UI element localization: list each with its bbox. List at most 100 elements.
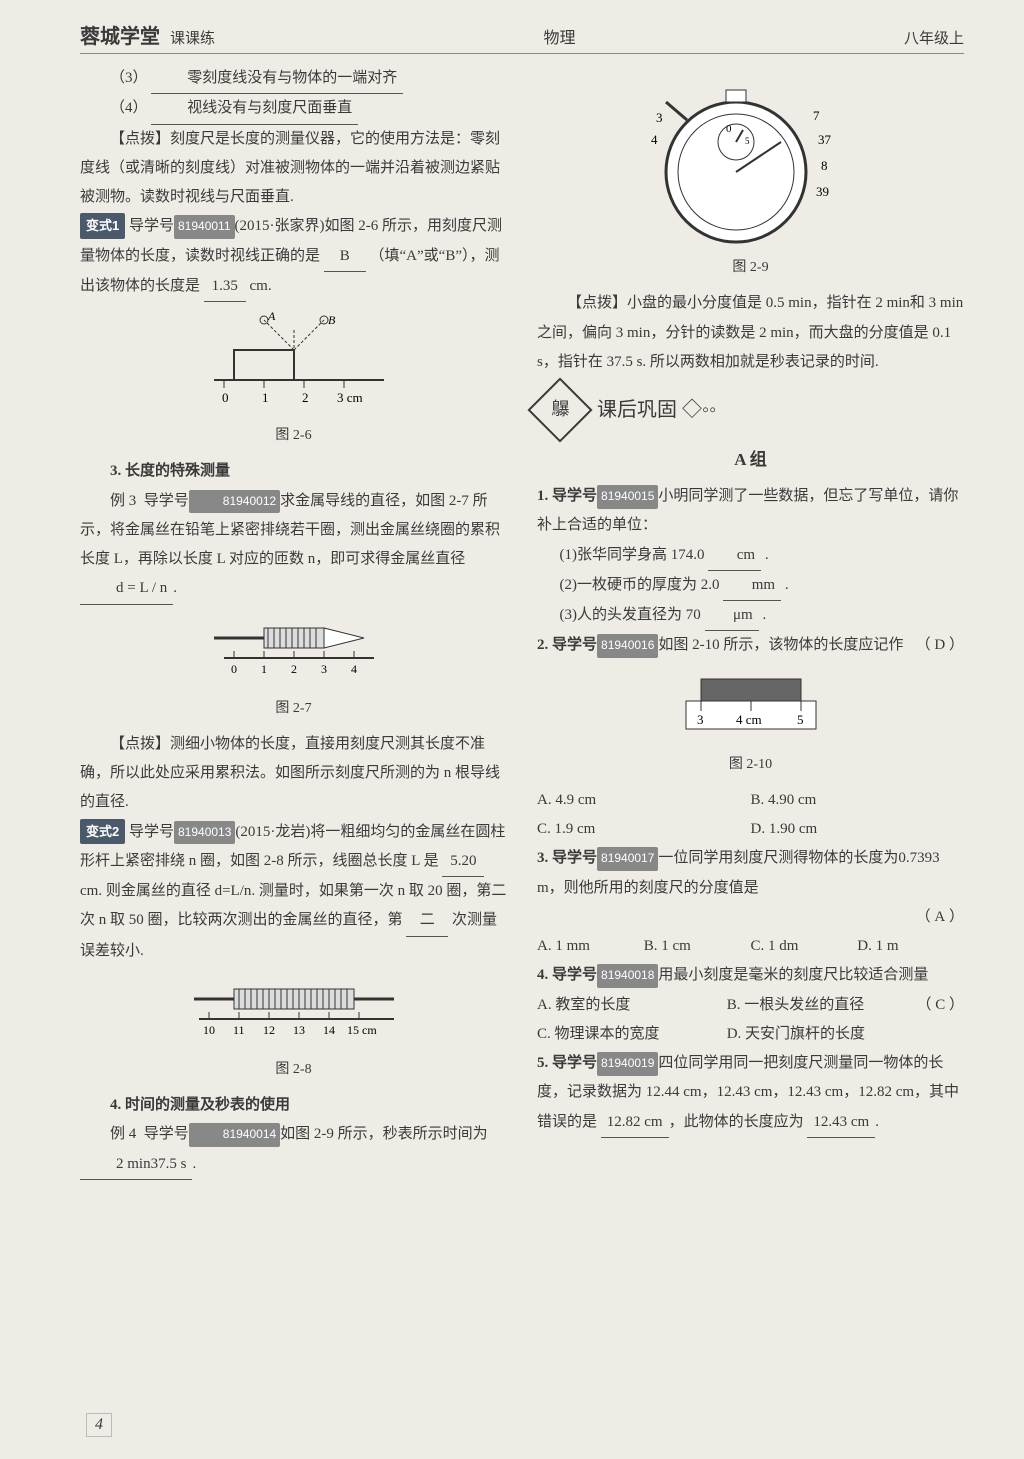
q5-lead: 5. 导学号 [537, 1055, 597, 1071]
q4-code: 81940018 [597, 964, 658, 987]
variant-1-ans2: 1.35 [204, 272, 246, 302]
figure-2-9: 4 3 0 5 7 37 8 39 图 2-9 [537, 72, 964, 281]
svg-text:37: 37 [818, 132, 832, 147]
variant-2-ans1: 5.20 [442, 847, 484, 877]
variant-1-badge: 变式1 [80, 213, 125, 238]
svg-text:13: 13 [293, 1023, 305, 1037]
svg-text:4: 4 [351, 662, 357, 676]
q1-1-answer: cm [708, 541, 761, 571]
dianbo-1: 【点拨】刻度尺是长度的测量仪器，它的使用方法是：零刻度线（或清晰的刻度线）对准被… [80, 125, 507, 213]
figure-2-9-caption: 图 2-9 [537, 254, 964, 281]
example-3-lead: 导学号 [144, 493, 189, 509]
svg-text:1: 1 [262, 390, 269, 405]
item-3-answer: 零刻度线没有与物体的一端对齐 [151, 64, 403, 94]
svg-text:3 cm: 3 cm [337, 390, 363, 405]
question-3: 3. 导学号81940017一位同学用刻度尺测得物体的长度为0.7393 m，则… [537, 844, 964, 932]
figure-2-8-svg: 10 11 12 13 14 15 cm [184, 974, 404, 1054]
q5-ans2: 12.43 cm [807, 1108, 875, 1138]
item-4-label: （4） [110, 100, 148, 116]
q4-opt-d: D. 天安门旗杆的长度 [727, 1020, 917, 1049]
q1-lead: 1. 导学号 [537, 488, 597, 504]
svg-text:10: 10 [203, 1023, 215, 1037]
series-name: 课课练 [170, 27, 215, 48]
variant-2-ans2: 二 [406, 906, 448, 936]
variant-2-lead: 导学号 [129, 824, 174, 840]
q3-answer: A [934, 909, 945, 925]
svg-text:0: 0 [726, 123, 732, 135]
dianbo-3: 【点拨】小盘的最小分度值是 0.5 min，指针在 2 min和 3 min 之… [537, 289, 964, 377]
figure-2-6: 0 1 2 3 cm A B 图 2-6 [80, 310, 507, 449]
figure-2-6-caption: 图 2-6 [80, 422, 507, 449]
q1-2-answer: mm [723, 571, 781, 601]
example-4: 例 4 导学号81940014如图 2-9 所示，秒表所示时间为 2 min37… [80, 1120, 507, 1180]
example-3-code: 81940012 [189, 490, 280, 513]
example-3: 例 3 导学号81940012求金属导线的直径，如图 2-7 所示，将金属丝在铅… [80, 487, 507, 605]
svg-text:0: 0 [231, 662, 237, 676]
example-3-label: 例 3 [110, 493, 136, 509]
q1-3: (3)人的头发直径为 70 [560, 607, 701, 623]
q2-choices: A. 4.9 cm B. 4.90 cm C. 1.9 cm D. 1.90 c… [537, 786, 964, 845]
figure-2-10-caption: 图 2-10 [537, 751, 964, 778]
q4-opt-a: A. 教室的长度 [537, 991, 727, 1020]
q2-text: 如图 2-10 所示，该物体的长度应记作 [658, 637, 903, 653]
variant-2: 变式2 导学号81940013(2015·龙岩)将一粗细均匀的金属丝在圆柱形杆上… [80, 818, 507, 966]
item-3-label: （3） [110, 70, 148, 86]
example-4-lead: 导学号 [144, 1126, 189, 1142]
group-a-heading: A 组 [537, 443, 964, 476]
svg-text:2: 2 [291, 662, 297, 676]
item-4-answer: 视线没有与刻度尺面垂直 [151, 94, 358, 124]
variant-2-badge: 变式2 [80, 819, 125, 844]
page-number: 4 [86, 1413, 112, 1437]
svg-text:1: 1 [261, 662, 267, 676]
q4-opt-c: C. 物理课本的宽度 [537, 1020, 727, 1049]
left-column: （3） 零刻度线没有与物体的一端对齐 （4） 视线没有与刻度尺面垂直 【点拨】刻… [80, 64, 507, 1180]
q2-code: 81940016 [597, 634, 658, 657]
variant-1-ans1: B [324, 242, 366, 272]
example-4-code: 81940014 [189, 1123, 280, 1146]
figure-2-8: 10 11 12 13 14 15 cm 图 2-8 [80, 974, 507, 1083]
section-title: 课后巩固 ◇◦◦ [597, 391, 716, 430]
example-4-text: 如图 2-9 所示，秒表所示时间为 [280, 1126, 488, 1142]
dianbo-2: 【点拨】测细小物体的长度，直接用刻度尺测其长度不准确，所以此处应采用累积法。如图… [80, 730, 507, 818]
svg-text:15 cm: 15 cm [347, 1023, 377, 1037]
example-4-label: 例 4 [110, 1126, 136, 1142]
figure-2-7-caption: 图 2-7 [80, 695, 507, 722]
q1-code: 81940015 [597, 485, 658, 508]
svg-text:4: 4 [651, 132, 658, 147]
variant-2-code: 81940013 [174, 821, 235, 844]
example-4-answer: 2 min37.5 s [80, 1150, 192, 1180]
svg-text:3: 3 [656, 110, 663, 125]
subject: 物理 [215, 24, 904, 48]
q3-code: 81940017 [597, 847, 658, 870]
question-1: 1. 导学号81940015小明同学测了一些数据，但忘了写单位，请你补上合适的单… [537, 482, 964, 631]
question-2: 2. 导学号81940016如图 2-10 所示，该物体的长度应记作 （ D ） [537, 631, 964, 660]
q3-lead: 3. 导学号 [537, 850, 597, 866]
page-header: 蓉城学堂 课课练 物理 八年级上 [80, 20, 964, 54]
q5-text2: ，此物体的长度应为 [669, 1114, 804, 1130]
q4-answer: C [935, 997, 945, 1013]
heading-3: 3. 长度的特殊测量 [80, 457, 507, 486]
q2-opt-c: C. 1.9 cm [537, 815, 751, 844]
item-4: （4） 视线没有与刻度尺面垂直 [80, 94, 507, 124]
item-3: （3） 零刻度线没有与物体的一端对齐 [80, 64, 507, 94]
q3-opt-c: C. 1 dm [751, 932, 858, 961]
q1-2: (2)一枚硬币的厚度为 2.0 [560, 577, 720, 593]
heading-4: 4. 时间的测量及秒表的使用 [80, 1091, 507, 1120]
figure-2-7: 0 1 2 3 4 图 2-7 [80, 613, 507, 722]
svg-text:0: 0 [222, 390, 229, 405]
svg-text:B: B [328, 313, 336, 327]
q2-opt-a: A. 4.9 cm [537, 786, 751, 815]
example-3-answer: d = L / n [80, 574, 173, 604]
variant-1-code: 81940011 [174, 215, 235, 238]
svg-text:11: 11 [233, 1023, 245, 1037]
section-header: 鸔 课后巩固 ◇◦◦ [537, 387, 964, 433]
right-column: 4 3 0 5 7 37 8 39 图 2-9 【点拨】小盘的最小分度值是 0.… [537, 64, 964, 1180]
q1-3-answer: μm [705, 601, 759, 631]
q3-opt-d: D. 1 m [857, 932, 964, 961]
figure-2-8-caption: 图 2-8 [80, 1056, 507, 1083]
svg-text:3: 3 [321, 662, 327, 676]
variant-1-lead: 导学号 [129, 218, 174, 234]
q1-1: (1)张华同学身高 174.0 [560, 547, 705, 563]
svg-text:3: 3 [697, 712, 704, 727]
svg-text:2: 2 [302, 390, 309, 405]
